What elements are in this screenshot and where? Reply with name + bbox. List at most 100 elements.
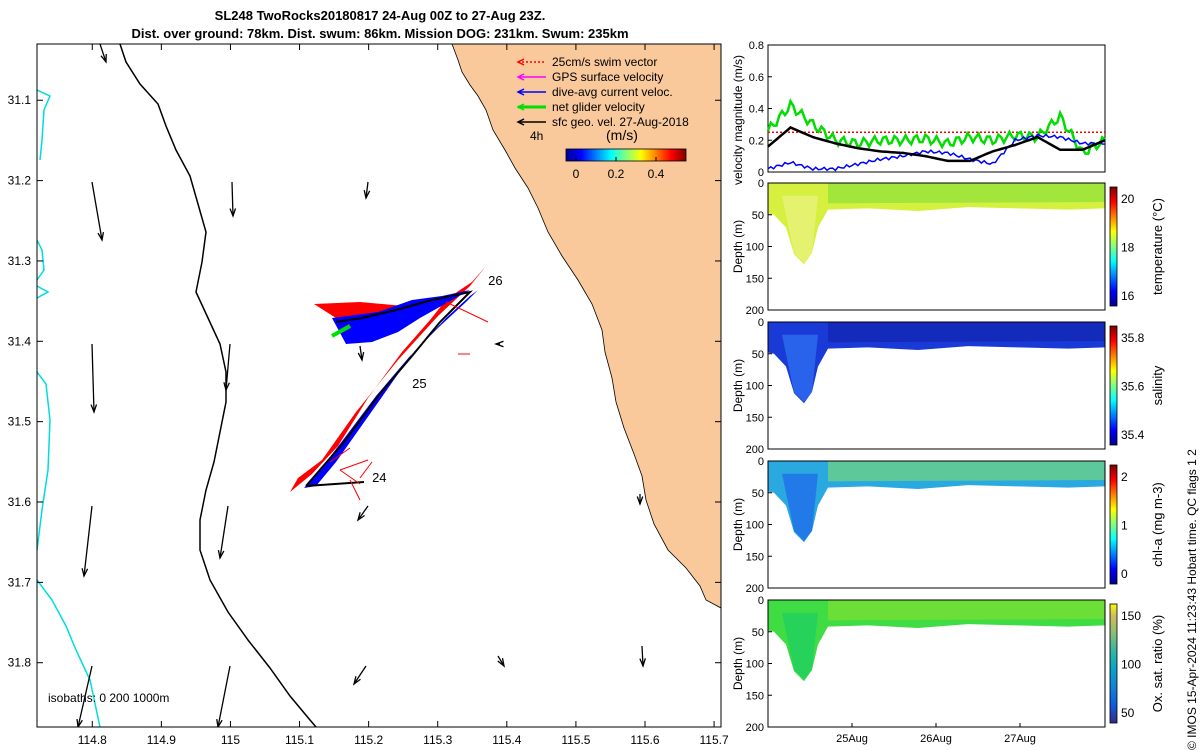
depth-tick-label: 50 <box>752 349 764 361</box>
geo-arrow-head <box>352 676 361 686</box>
geo-arrow-head <box>494 340 504 348</box>
section-colorbar <box>1109 325 1118 446</box>
depth-tick-label: 150 <box>746 690 764 702</box>
section-ylabel: Depth (m) <box>731 498 745 551</box>
legend-arrowhead <box>516 103 525 111</box>
day-label: 24 <box>372 470 386 485</box>
map-x-tick-label: 115.6 <box>630 733 659 747</box>
colorbar-tick-label: 35.8 <box>1121 331 1145 345</box>
legend-label: dive-avg current veloc. <box>552 85 673 99</box>
velocity-y-ticks: 0 0.2 0.4 0.6 0.8 <box>749 40 772 179</box>
geo-arrow <box>219 505 229 559</box>
map-y-ticks: 31.1 31.2 31.3 31.4 31.5 31.6 31.7 31.8 <box>8 93 721 670</box>
velocity-series-line <box>767 126 1106 163</box>
day-labels: 24 25 26 <box>372 273 503 485</box>
depth-tick-label: 200 <box>746 305 764 317</box>
map-x-tick-label: 115.7 <box>700 733 729 747</box>
depth-tick-label: 50 <box>752 488 764 500</box>
map-x-tick-label: 115.4 <box>492 733 521 747</box>
geo-arrow-head <box>90 404 98 414</box>
colorbar-tick-label: 100 <box>1121 658 1141 672</box>
geo-arrow <box>365 181 369 199</box>
geo-arrow <box>77 665 93 727</box>
depth-tick-label: 0 <box>758 456 764 468</box>
colorbar-tick-label: 0 <box>1121 567 1128 581</box>
legend-arrowhead <box>516 73 525 81</box>
section-field <box>768 322 1105 404</box>
geo-arrow-head <box>81 568 89 578</box>
map-y-tick-label: 31.6 <box>8 495 32 509</box>
depth-tick-label: 150 <box>746 551 764 563</box>
section-cblabel: Ox. sat. ratio (%) <box>1150 615 1165 713</box>
swim-vector-fan <box>290 266 486 492</box>
section-surface-layer <box>828 322 1105 343</box>
legend-label: GPS surface velocity <box>552 70 663 84</box>
map-x-tick-label: 115.3 <box>423 733 452 747</box>
glider-track <box>290 266 489 501</box>
colorbar-tick-label: 150 <box>1121 609 1141 623</box>
gps-surface-arrows <box>329 301 489 501</box>
colorbar-tick-label: 0 <box>573 167 580 181</box>
section-cblabel: temperature (°C) <box>1150 198 1165 295</box>
legend-arrowhead <box>516 118 525 126</box>
map-y-tick-label: 31.4 <box>8 334 32 348</box>
map-y-tick-label: 31.8 <box>8 656 32 670</box>
depth-tick-label: 200 <box>746 444 764 456</box>
geo-arrow-head <box>216 718 223 727</box>
section-colorbar <box>1109 186 1118 307</box>
isobath-1000m <box>37 89 101 727</box>
depth-tick-label: 100 <box>746 381 764 393</box>
section-deep-layer <box>782 473 818 542</box>
legend-arrowhead <box>516 58 525 66</box>
colorbar-tick-label: 20 <box>1121 192 1135 206</box>
velocity-y-tick-label: 0 <box>758 167 764 179</box>
geo-arrow <box>225 343 231 391</box>
velocity-series-line <box>767 133 1106 172</box>
colorbar-tick-label: 35.6 <box>1121 380 1145 394</box>
section-cblabel: salinity <box>1150 365 1165 405</box>
colorbar-tick-label: 35.4 <box>1121 428 1145 442</box>
depth-tick-label: 0 <box>758 595 764 607</box>
colorbar-extra-label: 4h <box>530 129 543 143</box>
geo-arrow-head <box>356 512 365 522</box>
map-panel: 24 25 26 114.8 114.9 115 115.1 115.2 115.3 115.4… <box>8 43 729 747</box>
velocity-y-tick-label: 0.4 <box>749 104 764 116</box>
depth-tick-label: 100 <box>746 520 764 532</box>
section-ylabel: Depth (m) <box>731 220 745 273</box>
depth-tick-label: 0 <box>758 317 764 329</box>
isobaths-label: isobaths: 0 200 1000m <box>48 691 169 705</box>
geo-arrow <box>83 505 93 577</box>
geo-arrow-head <box>100 53 107 64</box>
geo-arrow-head <box>639 658 646 668</box>
section-panel: 0 50 100 150 200 Depth (m) 16 18 20 temperature (… <box>731 178 1165 317</box>
net-glider-velocity <box>331 324 351 338</box>
legend-label: sfc geo. vel. 27-Aug-2018 <box>552 115 689 129</box>
date-tick-label: 25Aug <box>836 733 868 745</box>
glider-path <box>305 290 474 487</box>
legend-label: 25cm/s swim vector <box>552 55 657 69</box>
section-ylabel: Depth (m) <box>731 359 745 412</box>
section-panel: 0 50 100 150 200 Depth (m) 50 100 150 Ox. sat. ra… <box>731 595 1165 734</box>
map-x-ticks: 114.8 114.9 115 115.1 115.2 115.3 115.4 115.5 11… <box>78 44 729 747</box>
geo-arrow-head <box>76 718 83 727</box>
velocity-panel: 0 0.2 0.4 0.6 0.8 velocity magnitude (m/s) <box>731 40 1106 185</box>
map-x-tick-label: 115.2 <box>354 733 383 747</box>
map-y-tick-label: 31.2 <box>8 174 32 188</box>
velocity-y-tick-label: 0.6 <box>749 72 764 84</box>
section-surface-layer <box>828 600 1105 621</box>
depth-tick-label: 150 <box>746 273 764 285</box>
geo-arrow <box>91 181 103 241</box>
section-panel: 0 50 100 150 200 Depth (m) 0 1 2 chl-a (mg m-3) <box>731 456 1165 595</box>
geo-arrow-head <box>217 550 225 560</box>
geo-velocity-arrows <box>76 44 646 727</box>
geo-arrow <box>357 505 369 521</box>
section-deep-layer <box>782 612 818 681</box>
velocity-y-tick-label: 0.2 <box>749 135 764 147</box>
section-deep-layer <box>782 195 818 264</box>
section-surface-layer <box>828 183 1105 204</box>
depth-tick-label: 200 <box>746 722 764 734</box>
depth-tick-label: 150 <box>746 412 764 424</box>
